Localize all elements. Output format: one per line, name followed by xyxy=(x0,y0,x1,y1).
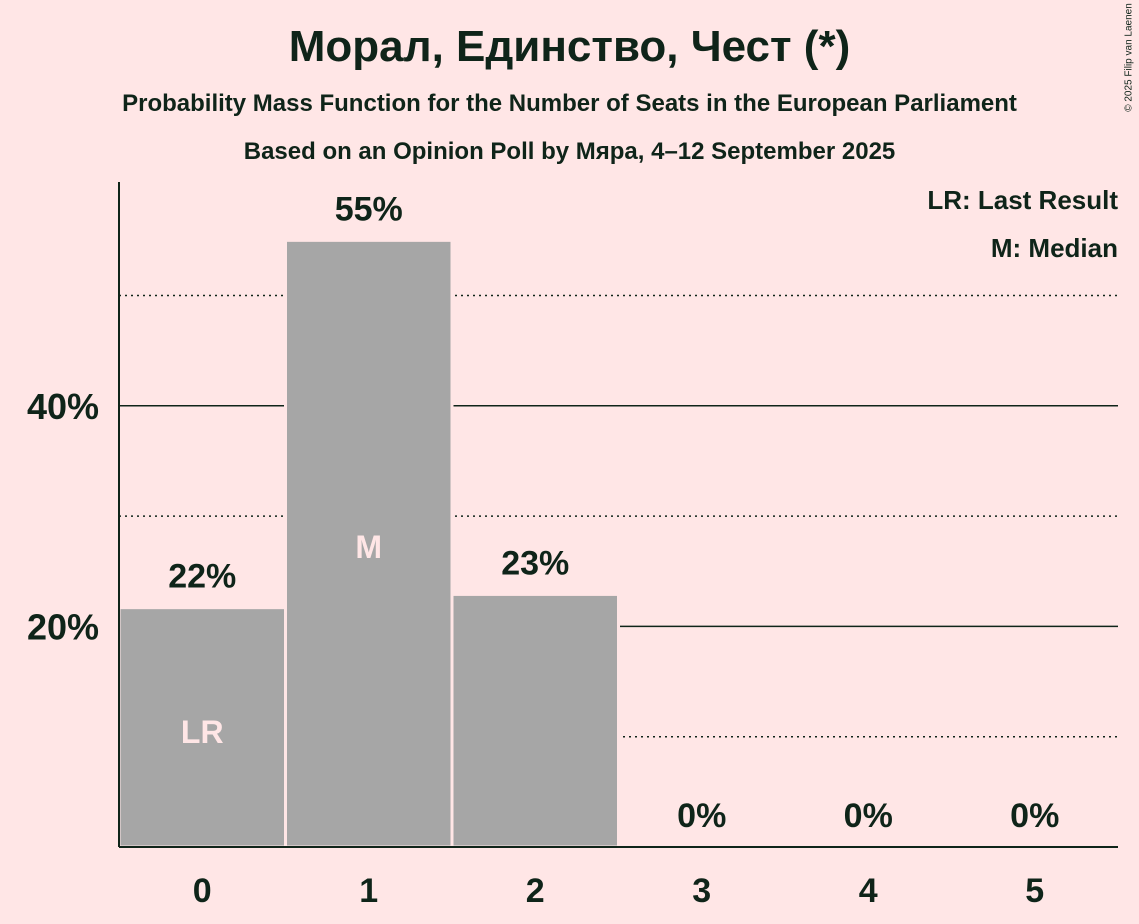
data-label: 55% xyxy=(335,190,403,228)
bar xyxy=(450,592,620,849)
data-label: 23% xyxy=(501,544,569,582)
bar xyxy=(284,238,454,849)
x-tick-label: 3 xyxy=(692,872,711,910)
legend-entry: LR: Last Result xyxy=(927,185,1118,215)
data-label: 0% xyxy=(1010,797,1059,835)
y-tick-label: 20% xyxy=(27,606,99,647)
x-tick-label: 2 xyxy=(526,872,545,910)
chart-subtitle-2: Based on an Opinion Poll by Мяра, 4–12 S… xyxy=(243,138,896,165)
bar-marker: LR xyxy=(181,714,224,750)
bar xyxy=(117,606,287,849)
x-tick-label: 4 xyxy=(859,872,878,910)
x-tick-label: 5 xyxy=(1025,872,1044,910)
chart-subtitle: Probability Mass Function for the Number… xyxy=(122,90,1017,117)
data-label: 0% xyxy=(844,797,893,835)
x-tick-label: 1 xyxy=(359,872,378,910)
data-label: 0% xyxy=(677,797,726,835)
chart-title: Морал, Единство, Чест (*) xyxy=(288,22,851,71)
legend-entry: M: Median xyxy=(991,233,1118,263)
bar-marker: M xyxy=(355,529,382,565)
y-tick-label: 40% xyxy=(27,386,99,427)
x-tick-label: 0 xyxy=(193,872,212,910)
data-label: 22% xyxy=(168,558,236,596)
